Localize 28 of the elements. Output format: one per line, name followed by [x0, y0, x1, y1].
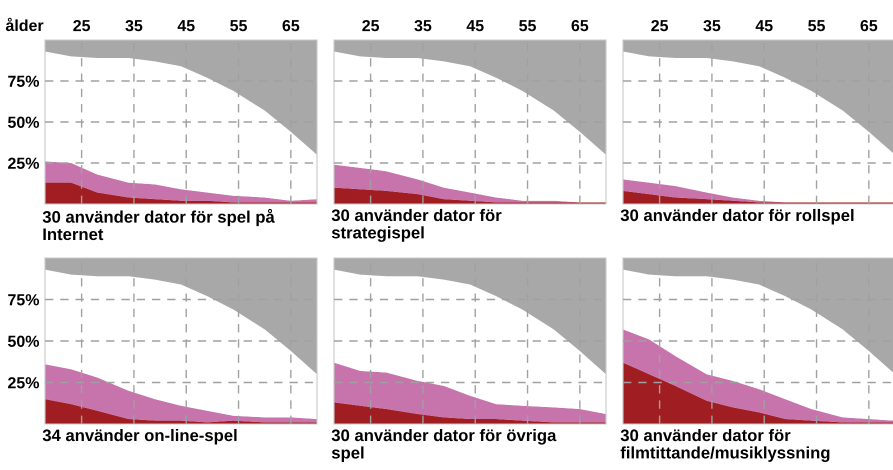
x-tick-label: 65 [860, 20, 878, 32]
text: 34 använder on-line-spel [42, 428, 237, 445]
x-tick-label: 25 [73, 20, 90, 32]
x-tick-label: 55 [519, 20, 536, 32]
y-tick-label: 75% [8, 76, 40, 87]
x-axis-title: ålder [6, 18, 44, 32]
y-tick-label: 75% [8, 294, 40, 306]
x-tick-label: 65 [572, 20, 588, 32]
text: 30 använder dator för strategispel [332, 208, 502, 242]
text: 30 använder dator för rollspel [620, 208, 854, 224]
x-tick-label: 45 [466, 20, 484, 32]
y-tick-label: 25% [8, 158, 40, 169]
x-tick-label: 65 [282, 20, 300, 32]
x-tick-label: 55 [230, 20, 247, 32]
text: 30 använder dator för spel på Internet [42, 208, 275, 240]
x-tick-label: 35 [414, 20, 432, 32]
x-tick-label: 25 [362, 20, 380, 32]
y-tick-label: 50% [8, 336, 40, 347]
x-tick-label: 35 [703, 20, 720, 32]
x-tick-label: 45 [756, 20, 773, 32]
x-tick-label: 35 [125, 20, 142, 32]
x-tick-label: 55 [808, 20, 825, 32]
text: 30 använder dator för filmtittande/musiklyssning [620, 428, 830, 462]
text: 30 använder dator för övriga spel [332, 428, 556, 462]
x-tick-label: 45 [178, 20, 195, 32]
y-tick-label: 50% [8, 116, 40, 128]
y-tick-label: 25% [8, 377, 40, 388]
x-tick-label: 25 [651, 20, 668, 32]
